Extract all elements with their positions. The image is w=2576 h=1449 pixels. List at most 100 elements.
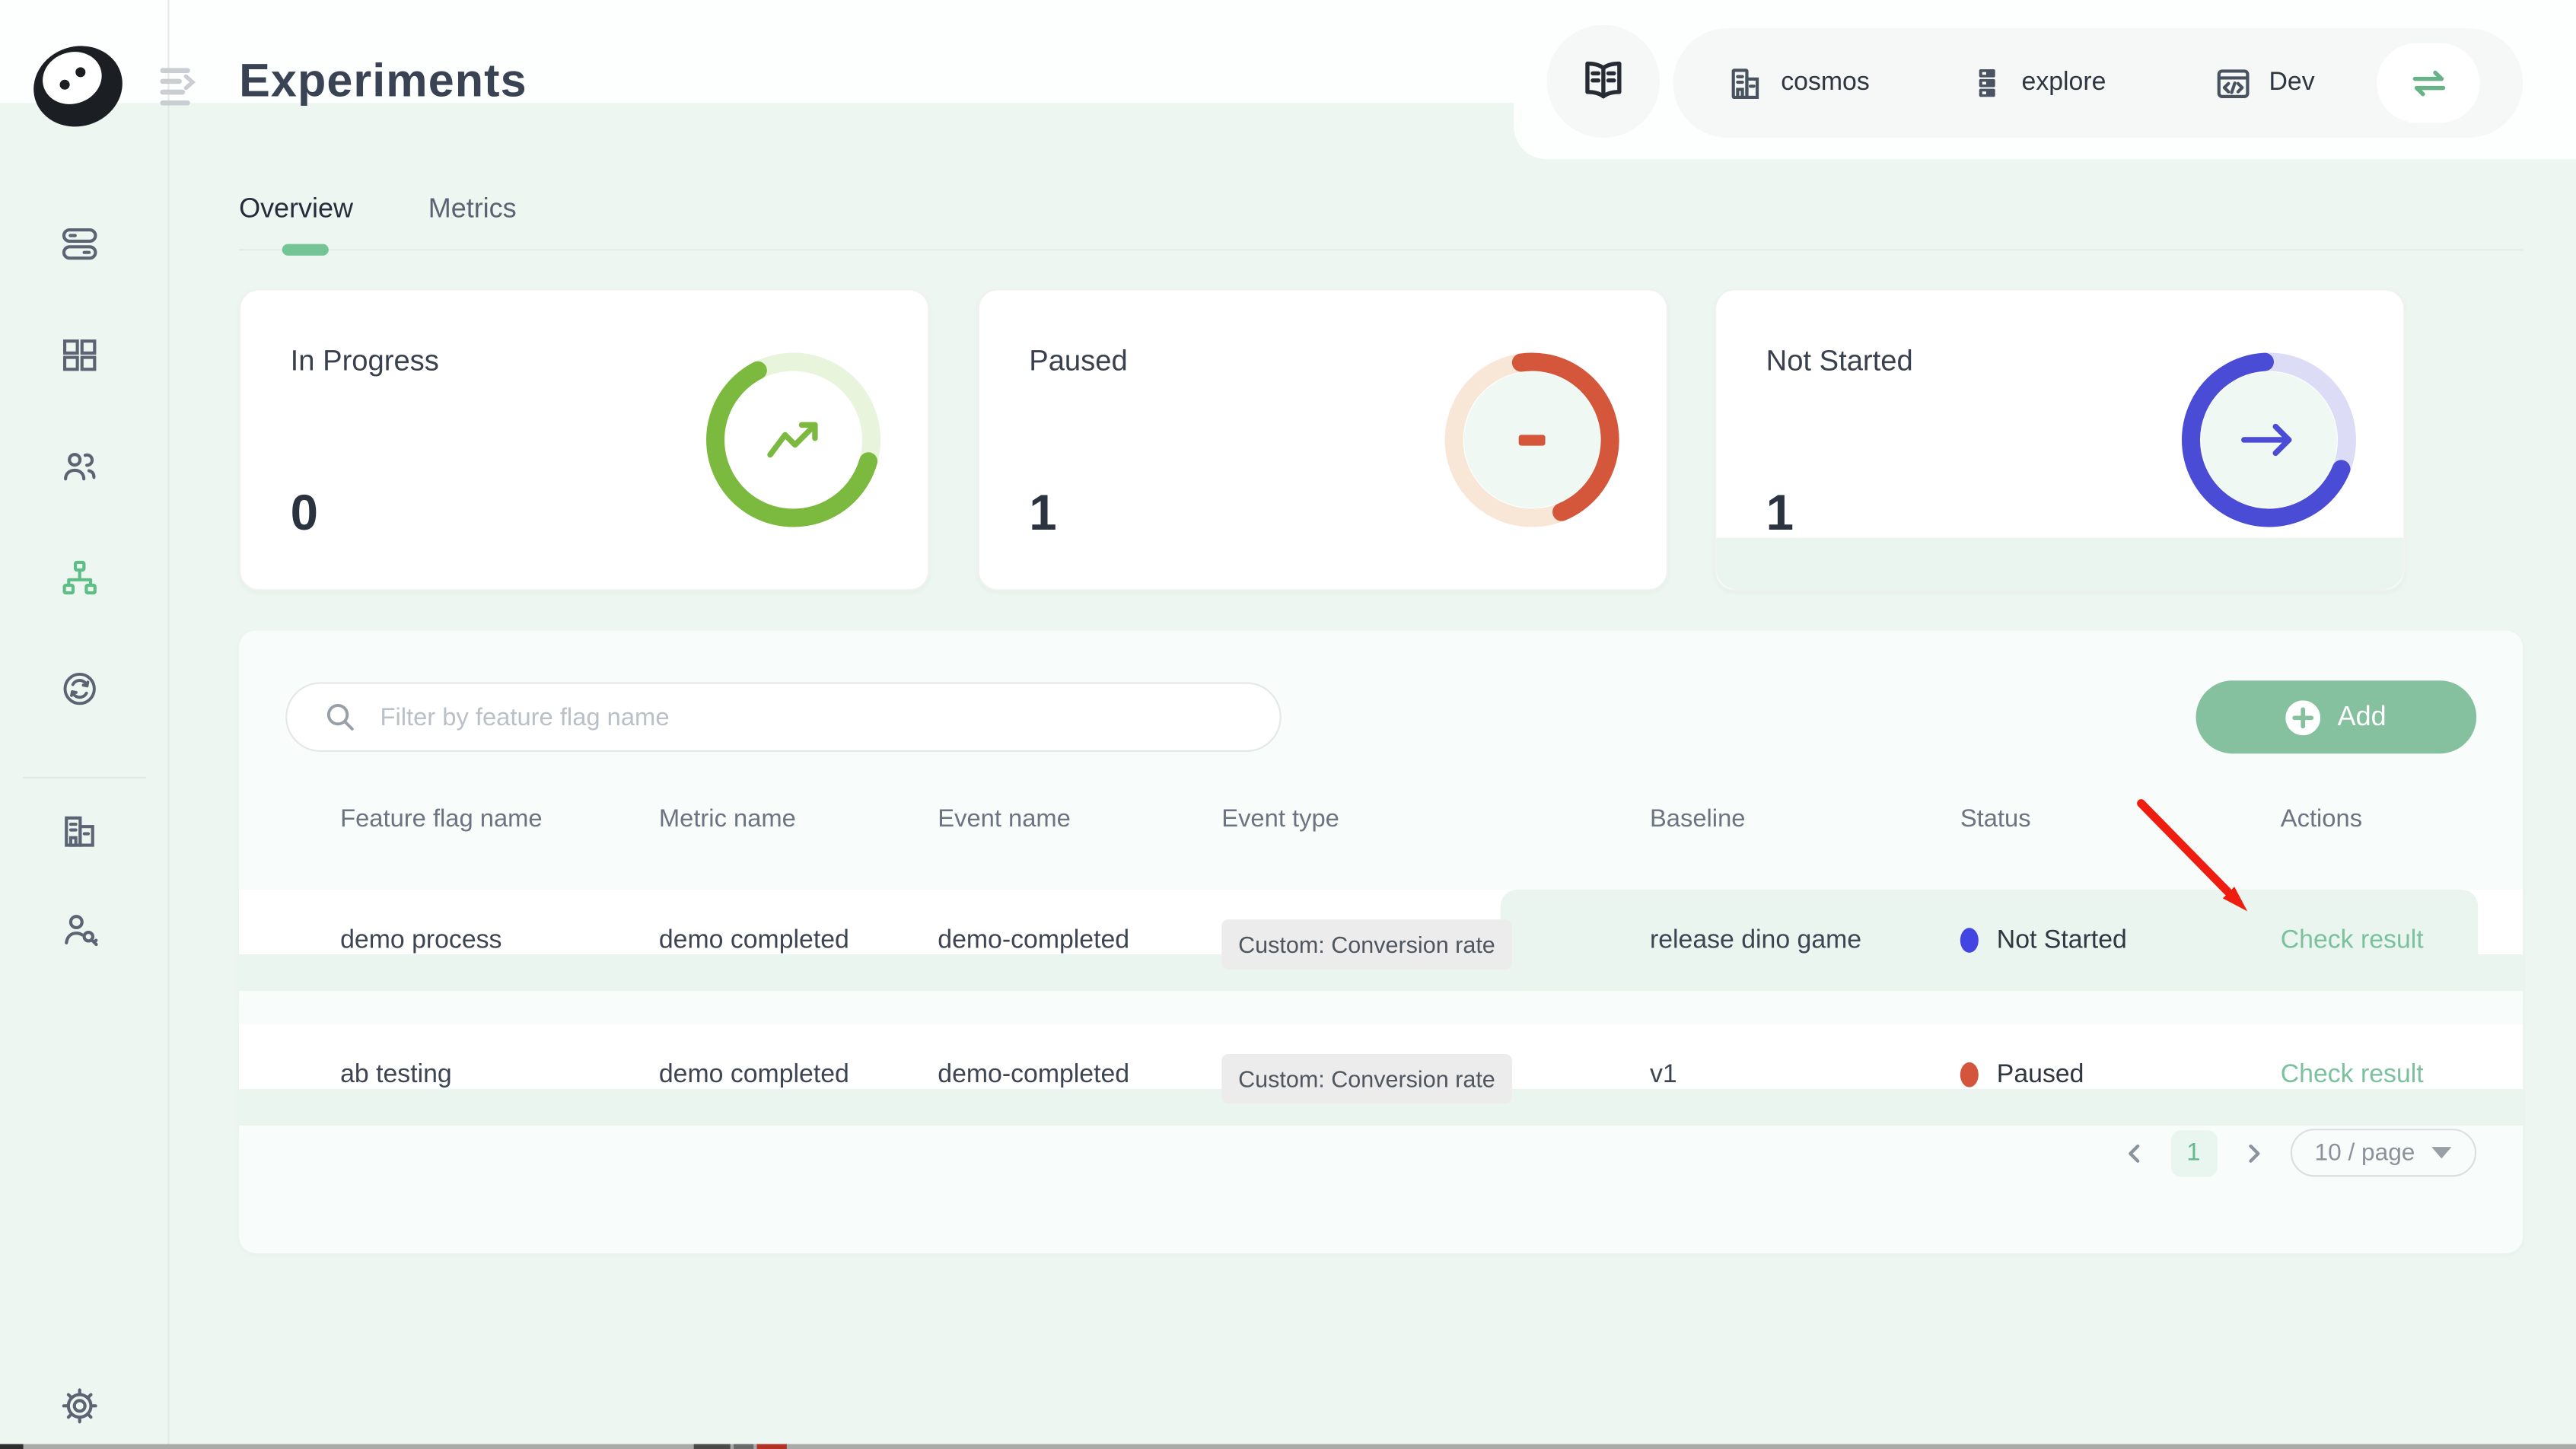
page-size-label: 10 / page xyxy=(2314,1139,2415,1167)
tab-overview[interactable]: Overview xyxy=(239,194,354,225)
column-header: Status xyxy=(1960,804,2031,833)
project-label: cosmos xyxy=(1781,68,1870,97)
workspace-label: explore xyxy=(2021,68,2106,97)
cell-metric-name: demo completed xyxy=(658,1060,849,1089)
filter-input[interactable] xyxy=(377,701,1253,733)
cell-baseline: release dino game xyxy=(1649,926,1862,955)
experiments-panel: Add Feature flag name Metric name Event … xyxy=(239,630,2523,1253)
settings-gear-button[interactable] xyxy=(60,1386,100,1425)
column-header: Baseline xyxy=(1649,804,1746,833)
sitemap-icon xyxy=(62,560,97,595)
project-selector[interactable]: cosmos xyxy=(1726,28,1870,138)
bottom-edge-segment xyxy=(734,1444,754,1449)
sidebar-item-feature-flags[interactable] xyxy=(60,224,100,263)
status-dot xyxy=(1960,1062,1979,1088)
cell-status: Not Started xyxy=(1960,890,2281,970)
next-page-button[interactable] xyxy=(2240,1139,2266,1166)
environment-label: Dev xyxy=(2269,68,2315,97)
cell-metric-name: demo completed xyxy=(658,926,849,955)
page-size-select[interactable]: 10 / page xyxy=(2289,1129,2477,1177)
featbit-seal-logo xyxy=(33,46,123,127)
stat-card-in-progress: In Progress 0 xyxy=(239,288,930,591)
book-open-icon xyxy=(1585,61,1622,99)
bottom-edge-segment xyxy=(693,1444,731,1449)
table-body: demo process demo completed demo-complet… xyxy=(239,890,2523,1158)
add-experiment-button[interactable]: Add xyxy=(2195,680,2477,754)
caret-down-icon xyxy=(2431,1147,2452,1159)
sidebar-collapse-button[interactable] xyxy=(158,63,201,107)
sidebar-section-divider xyxy=(23,776,146,779)
plus-circle-icon xyxy=(2285,699,2321,735)
cell-event-name: demo-completed xyxy=(938,926,1130,955)
cell-event-name: demo-completed xyxy=(938,1060,1130,1089)
sidebar-item-organization[interactable] xyxy=(60,812,100,852)
gear-icon xyxy=(62,1388,97,1424)
cell-status: Paused xyxy=(1960,1024,2281,1104)
stack-icon xyxy=(1979,69,1995,97)
column-header: Event name xyxy=(938,804,1071,833)
sidebar-item-access-keys[interactable] xyxy=(60,909,100,949)
current-page-button[interactable]: 1 xyxy=(2170,1129,2217,1177)
stat-card-paused: Paused 1 xyxy=(977,288,1668,591)
status-dot xyxy=(1960,928,1979,953)
table-row[interactable]: ab testing demo completed demo-completed… xyxy=(239,1024,2523,1141)
bottom-window-edge xyxy=(23,1444,2576,1449)
event-type-tag: Custom: Conversion rate xyxy=(1221,1053,1512,1104)
toggles-icon xyxy=(62,228,97,260)
organization-icon xyxy=(65,816,94,847)
trend-up-icon xyxy=(767,422,818,458)
app-logo xyxy=(25,31,132,138)
cell-feature-flag-name: demo process xyxy=(340,926,502,955)
bottom-edge-segment xyxy=(0,1444,24,1449)
column-header: Event type xyxy=(1221,804,1339,833)
stat-value: 1 xyxy=(1029,486,1057,542)
stat-value: 1 xyxy=(1766,486,1794,542)
sidebar-item-data-sync[interactable] xyxy=(60,669,100,709)
environment-selector[interactable]: Dev xyxy=(2215,28,2315,138)
cell-baseline: v1 xyxy=(1649,1060,1677,1089)
sidebar-item-users[interactable] xyxy=(60,447,100,486)
in-progress-donut xyxy=(706,352,881,527)
add-button-label: Add xyxy=(2337,701,2387,731)
stat-label: Paused xyxy=(1029,343,1128,377)
workspace-selector[interactable]: explore xyxy=(1969,28,2106,138)
switch-environment-button[interactable] xyxy=(2377,43,2480,123)
swap-icon xyxy=(2412,70,2445,97)
previous-page-button[interactable] xyxy=(2120,1139,2147,1166)
stat-value: 0 xyxy=(290,486,319,542)
page-title: Experiments xyxy=(239,54,527,107)
event-type-tag: Custom: Conversion rate xyxy=(1221,919,1512,970)
building-icon xyxy=(1731,68,1759,98)
cell-actions: Check result xyxy=(2281,890,2476,970)
search-icon xyxy=(326,703,354,731)
stat-label: Not Started xyxy=(1766,343,1913,377)
check-result-link[interactable]: Check result xyxy=(2280,926,2424,955)
not-started-donut xyxy=(2181,352,2357,527)
column-header: Metric name xyxy=(658,804,796,833)
sidebar-item-experiments[interactable] xyxy=(60,558,100,597)
feature-flag-filter xyxy=(285,682,1282,753)
access-key-icon xyxy=(65,915,98,947)
sidebar-divider xyxy=(167,0,170,1449)
chevron-left-icon xyxy=(2128,1143,2139,1162)
stat-label: In Progress xyxy=(290,343,439,377)
stat-card-not-started: Not Started 1 xyxy=(1715,288,2406,591)
column-header: Feature flag name xyxy=(340,804,543,833)
documentation-button[interactable] xyxy=(1546,24,1661,139)
tab-metrics[interactable]: Metrics xyxy=(428,194,517,225)
column-header: Actions xyxy=(2280,804,2363,833)
sync-icon xyxy=(63,672,96,705)
check-result-link[interactable]: Check result xyxy=(2280,1060,2424,1089)
active-tab-indicator xyxy=(282,244,329,256)
cell-feature-flag-name: ab testing xyxy=(340,1060,452,1089)
cell-actions: Check result xyxy=(2281,1024,2476,1104)
sidebar-item-dashboard[interactable] xyxy=(60,336,100,375)
arrow-right-icon xyxy=(2241,423,2292,457)
table-header-row: Feature flag name Metric name Event name… xyxy=(340,805,2476,833)
paused-donut xyxy=(1444,352,1619,527)
status-label: Not Started xyxy=(1996,926,2127,955)
table-row[interactable]: demo process demo completed demo-complet… xyxy=(239,890,2523,1006)
grid-icon xyxy=(62,339,97,371)
menu-unfold-icon xyxy=(160,68,196,106)
